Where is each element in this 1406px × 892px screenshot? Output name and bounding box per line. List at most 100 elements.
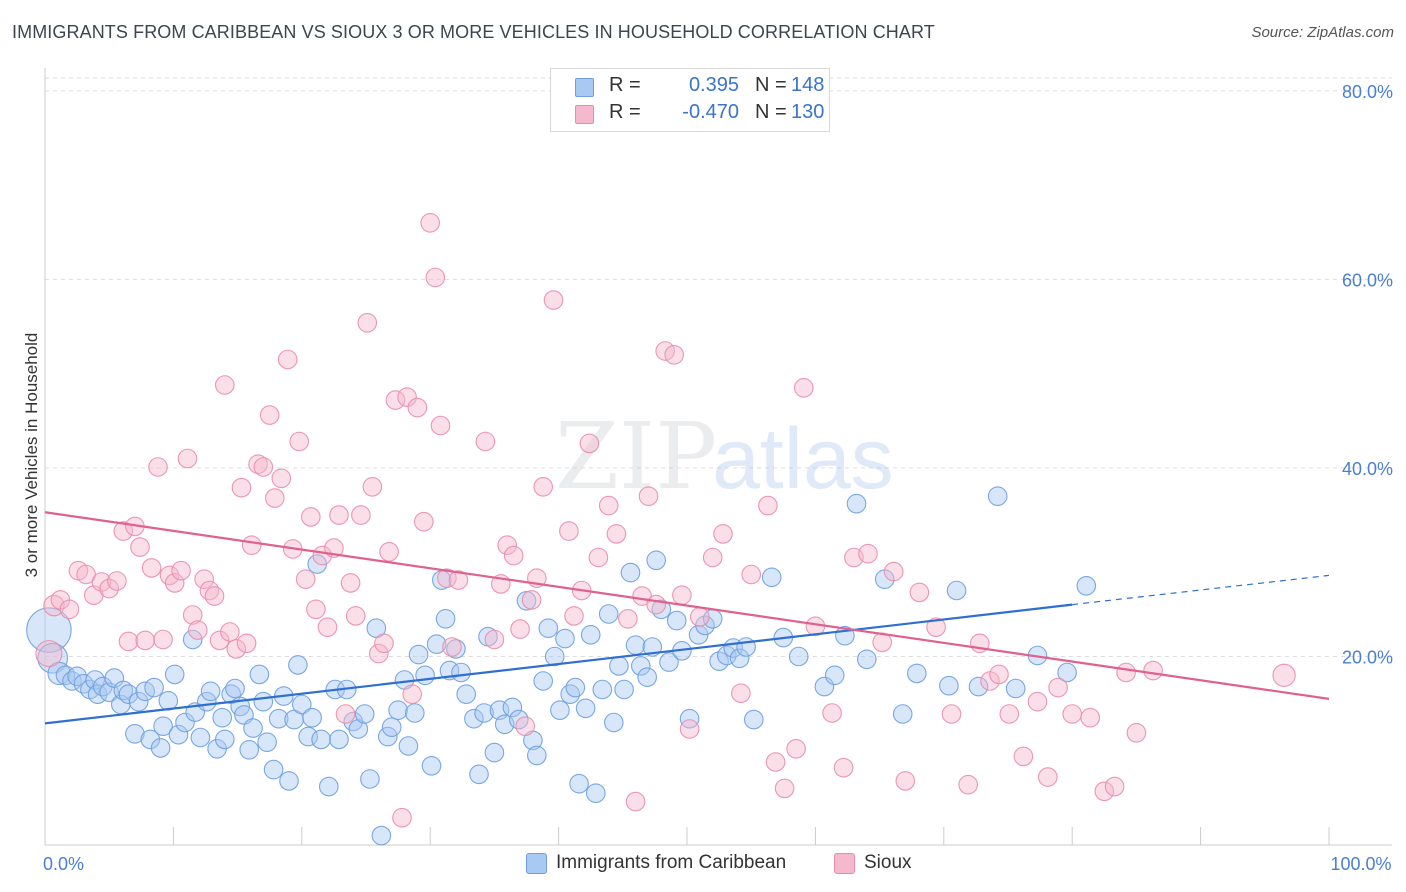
- sioux-trend-line: [44, 511, 1330, 700]
- caribbean-point: [939, 675, 959, 696]
- watermark-atlas: atlas: [712, 411, 894, 507]
- sioux-point: [340, 573, 361, 593]
- caribbean-point: [580, 624, 601, 645]
- sioux-point: [317, 617, 338, 638]
- caribbean-point: [968, 676, 989, 697]
- sioux-point: [425, 267, 446, 288]
- sioux-point: [1048, 677, 1068, 698]
- sioux-point: [248, 454, 268, 475]
- caribbean-point: [318, 776, 339, 797]
- sioux-point: [786, 738, 806, 759]
- caribbean-trend-line: [44, 603, 1073, 725]
- sioux-point: [958, 774, 979, 795]
- sioux-point: [345, 606, 366, 626]
- sioux-point: [253, 457, 274, 477]
- sioux-point: [231, 477, 252, 498]
- caribbean-point: [118, 684, 139, 705]
- caribbean-point: [354, 704, 375, 724]
- caribbean-point: [609, 656, 629, 676]
- sioux-point: [259, 405, 280, 425]
- caribbean-point: [544, 646, 565, 667]
- caribbean-point: [348, 719, 369, 739]
- caribbean-point: [592, 679, 613, 700]
- sioux-point: [731, 683, 751, 704]
- sioux-point: [295, 569, 316, 590]
- sioux-point: [1094, 781, 1115, 802]
- sioux-point: [1080, 707, 1101, 728]
- caribbean-point: [175, 712, 195, 733]
- sioux-point: [765, 752, 786, 772]
- caribbean-point: [388, 700, 408, 721]
- n-label: N =: [755, 101, 787, 123]
- caribbean-point: [263, 759, 284, 780]
- caribbean-point: [585, 783, 606, 804]
- caribbean-point: [679, 708, 700, 729]
- caribbean-point: [225, 678, 245, 699]
- sioux-point: [271, 468, 292, 489]
- sioux-point: [926, 617, 946, 638]
- caribbean-point: [637, 667, 658, 688]
- sioux-point: [941, 704, 962, 724]
- n-value: 130: [791, 101, 825, 123]
- sioux-point: [118, 631, 139, 652]
- sioux-point: [883, 561, 904, 582]
- caribbean-point: [212, 707, 233, 728]
- sioux-point: [521, 590, 542, 610]
- caribbean-point: [502, 697, 523, 718]
- sioux-point: [999, 704, 1020, 724]
- sioux-point: [362, 476, 383, 497]
- caribbean-point: [716, 645, 737, 666]
- caribbean-point: [469, 764, 489, 785]
- caribbean-point: [598, 604, 619, 624]
- legend-swatch-sioux: [834, 853, 855, 874]
- y-tick-label: 20.0%: [1342, 647, 1393, 667]
- sioux-point: [236, 633, 257, 654]
- caribbean-point: [398, 736, 419, 756]
- caribbean-point: [892, 704, 913, 724]
- sioux-point: [107, 571, 127, 591]
- caribbean-point: [575, 698, 596, 719]
- sioux-point: [833, 757, 854, 778]
- caribbean-point: [298, 726, 319, 747]
- sioux-point: [241, 535, 262, 556]
- sioux-point: [1272, 663, 1296, 687]
- sioux-point: [300, 507, 321, 527]
- sioux-point: [379, 541, 399, 562]
- grid-lines: [45, 77, 1392, 657]
- caribbean-point: [243, 718, 263, 738]
- caribbean-point: [474, 703, 494, 723]
- caribbean-point: [164, 664, 185, 685]
- x-tick-label: 0.0%: [43, 854, 84, 874]
- caribbean-point: [168, 724, 189, 745]
- caribbean-trend-extension: [1072, 574, 1330, 606]
- caribbean-point: [1076, 575, 1097, 596]
- caribbean-point: [311, 729, 331, 750]
- caribbean-point: [846, 493, 867, 514]
- sioux-point: [598, 495, 619, 516]
- y-tick-label: 60.0%: [1342, 270, 1393, 290]
- sioux-point: [646, 594, 667, 615]
- y-tick-label: 40.0%: [1342, 459, 1393, 479]
- caribbean-point: [249, 664, 270, 685]
- sioux-point: [214, 375, 235, 395]
- watermark: ZIP atlas: [555, 403, 894, 510]
- sioux-point: [277, 349, 298, 370]
- sioux-point: [220, 622, 240, 642]
- trend-lines: [44, 511, 1330, 725]
- caribbean-point: [329, 729, 349, 750]
- sioux-point: [130, 537, 150, 557]
- caribbean-point: [128, 691, 149, 712]
- sioux-point: [822, 703, 842, 723]
- sioux-point: [543, 290, 564, 310]
- sioux-point: [564, 606, 584, 626]
- legend-label-caribbean: Immigrants from Caribbean: [556, 852, 787, 873]
- caribbean-point: [533, 671, 554, 691]
- caribbean-point: [1005, 678, 1026, 699]
- caribbean-point: [182, 629, 203, 650]
- caribbean-point: [257, 732, 277, 753]
- n-value: 148: [791, 74, 825, 96]
- sioux-point: [91, 572, 112, 592]
- caribbean-point: [360, 769, 380, 789]
- sioux-point: [741, 564, 762, 585]
